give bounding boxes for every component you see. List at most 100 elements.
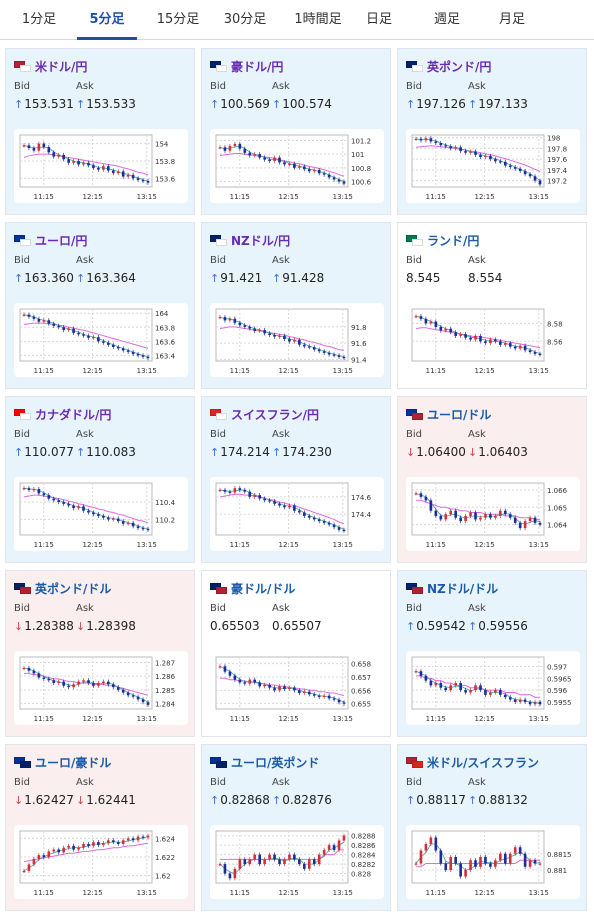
rate-card[interactable]: ユーロ/豪ドル Bid Ask ↓1.62427 ↓1.62441 1.624 1.622 1… bbox=[5, 744, 195, 911]
x-tick-label: 11:15 bbox=[426, 367, 446, 375]
ask-label: Ask bbox=[468, 255, 486, 266]
price-chart[interactable]: 0.8288 0.8286 0.8284 0.8282 0.828 11:15 12:15 1… bbox=[210, 825, 384, 899]
currency-pair-name[interactable]: 英ポンド/円 bbox=[427, 59, 492, 74]
rate-card[interactable]: ランド/円 Bid Ask 8.545 8.554 8.58 8.56 11:15 12:15 1… bbox=[397, 222, 587, 389]
candle-body bbox=[92, 683, 95, 686]
x-tick-label: 12:15 bbox=[279, 715, 299, 723]
chart-frame bbox=[215, 134, 349, 188]
candle-body bbox=[288, 505, 291, 508]
price-chart[interactable]: 154 153.8 153.6 11:15 12:15 13:15 bbox=[14, 129, 188, 203]
rate-card[interactable]: ユーロ/ドル Bid Ask ↓1.06400 ↓1.06403 1.066 1.065 1.… bbox=[397, 396, 587, 563]
price-chart[interactable]: 198 197.8 197.6 197.4 197.2 11:15 12:15 13:15 bbox=[406, 129, 580, 203]
tab-週足[interactable]: 週足 bbox=[433, 12, 460, 27]
currency-pair-name[interactable]: ユーロ/ドル bbox=[427, 407, 492, 422]
y-tick-label: 163.8 bbox=[155, 324, 175, 332]
currency-pair-name[interactable]: スイスフラン/円 bbox=[231, 407, 320, 422]
rate-card[interactable]: ユーロ/英ポンド Bid Ask ↑0.82868 ↑0.82876 0.8288 0.82… bbox=[201, 744, 391, 911]
tab-日足[interactable]: 日足 bbox=[365, 12, 392, 27]
rate-card[interactable]: スイスフラン/円 Bid Ask ↑174.214 ↑174.230 174.6 174.4… bbox=[201, 396, 391, 563]
candle-body bbox=[288, 163, 291, 165]
x-tick-label: 11:15 bbox=[426, 889, 446, 897]
chart-frame bbox=[215, 656, 349, 710]
candle-body bbox=[419, 850, 423, 864]
rate-card[interactable]: 豪ドル/円 Bid Ask ↑100.569 ↑100.574 101.2 101 100.8… bbox=[201, 48, 391, 215]
price-chart[interactable]: 110.4 110.2 11:15 12:15 13:15 bbox=[14, 477, 188, 551]
up-arrow-icon: ↑ bbox=[468, 794, 478, 807]
candle-body bbox=[523, 853, 527, 867]
rate-card[interactable]: ユーロ/円 Bid Ask ↑163.360 ↑163.364 164 163.8 163.6… bbox=[5, 222, 195, 389]
tab-30分足[interactable]: 30分足 bbox=[223, 12, 267, 27]
bid-value-text: 197.126 bbox=[416, 97, 466, 111]
price-chart[interactable]: 0.658 0.657 0.656 0.655 11:15 12:15 13:15 bbox=[210, 651, 384, 725]
price-chart[interactable]: 164 163.8 163.6 163.4 11:15 12:15 13:15 bbox=[14, 303, 188, 377]
rate-card[interactable]: カナダドル/円 Bid Ask ↑110.077 ↑110.083 110.4 110.2 1… bbox=[5, 396, 195, 563]
tab-15分足[interactable]: 15分足 bbox=[156, 12, 200, 27]
ask-value: ↑197.133 bbox=[468, 97, 528, 111]
currency-pair-name[interactable]: ユーロ/英ポンド bbox=[231, 755, 320, 770]
chart-frame bbox=[215, 308, 349, 362]
candle-body bbox=[449, 857, 453, 870]
short-moving-average-line bbox=[23, 145, 149, 182]
candle-body bbox=[62, 327, 65, 331]
price-chart[interactable]: 0.597 0.5965 0.596 0.5955 11:15 12:15 13:15 bbox=[406, 651, 580, 725]
rate-card[interactable]: 英ポンド/ドル Bid Ask ↓1.28388 ↓1.28398 1.287 1.286 1… bbox=[5, 570, 195, 737]
currency-pair-name[interactable]: 英ポンド/ドル bbox=[35, 581, 112, 596]
rate-card[interactable]: 英ポンド/円 Bid Ask ↑197.126 ↑197.133 198 197.8 197.… bbox=[397, 48, 587, 215]
currency-pair-name[interactable]: 米ドル/円 bbox=[35, 59, 88, 74]
tab-5分足[interactable]: 5分足 bbox=[77, 0, 137, 40]
candle-body bbox=[464, 515, 467, 522]
ask-value: ↓1.28398 bbox=[76, 619, 136, 633]
currency-pair-name[interactable]: NZドル/円 bbox=[231, 233, 291, 248]
currency-pair-name[interactable]: 米ドル/スイスフラン bbox=[427, 755, 540, 770]
rate-card[interactable]: NZドル/円 Bid Ask ↑91.421 ↑91.428 91.8 91.6 91.4 11… bbox=[201, 222, 391, 389]
candle-body bbox=[533, 860, 537, 864]
candle-body bbox=[233, 488, 237, 493]
currency-pair-name[interactable]: 豪ドル/ドル bbox=[231, 581, 296, 596]
price-chart[interactable]: 101.2 101 100.8 100.6 11:15 12:15 13:15 bbox=[210, 129, 384, 203]
candle-body bbox=[474, 685, 477, 691]
bid-value-text: 8.545 bbox=[406, 271, 441, 285]
candle-body bbox=[116, 842, 120, 844]
candle-body bbox=[243, 148, 247, 153]
rate-card[interactable]: 米ドル/スイスフラン Bid Ask ↑0.88117 ↑0.88132 0.8815 0.… bbox=[397, 744, 587, 911]
candle-body bbox=[107, 342, 110, 345]
currency-pair-name[interactable]: NZドル/ドル bbox=[427, 581, 499, 596]
down-arrow-icon: ↓ bbox=[468, 446, 478, 459]
price-chart[interactable]: 1.287 1.286 1.285 1.284 11:15 12:15 13:15 bbox=[14, 651, 188, 725]
tab-月足[interactable]: 月足 bbox=[498, 12, 525, 27]
currency-pair-name[interactable]: ランド/円 bbox=[427, 233, 480, 248]
candle-body bbox=[322, 173, 326, 175]
tab-1分足[interactable]: 1分足 bbox=[21, 12, 57, 27]
bid-value: ↑163.360 bbox=[14, 271, 74, 285]
rate-card[interactable]: 豪ドル/ドル Bid Ask 0.65503 0.65507 0.658 0.657 0.65… bbox=[201, 570, 391, 737]
price-chart[interactable]: 8.58 8.56 11:15 12:15 13:15 bbox=[406, 303, 580, 377]
y-tick-label: 1.286 bbox=[155, 673, 176, 681]
price-chart[interactable]: 1.624 1.622 1.62 11:15 12:15 13:15 bbox=[14, 825, 188, 899]
candle-body bbox=[131, 351, 135, 354]
candle-body bbox=[434, 141, 438, 144]
up-arrow-icon: ↑ bbox=[210, 794, 220, 807]
candle-body bbox=[317, 695, 321, 697]
candle-body bbox=[92, 512, 95, 515]
price-chart[interactable]: 91.8 91.6 91.4 11:15 12:15 13:15 bbox=[210, 303, 384, 377]
candle-body bbox=[27, 667, 31, 671]
candle-body bbox=[528, 174, 532, 177]
candle-body bbox=[508, 514, 512, 518]
y-tick-label: 197.4 bbox=[547, 167, 568, 175]
timeframe-tabs: 1分足 5分足 15分足 30分足 1時間足 日足 週足 月足 bbox=[0, 0, 594, 40]
candle-body bbox=[121, 840, 125, 844]
price-chart[interactable]: 1.066 1.065 1.064 11:15 12:15 13:15 bbox=[406, 477, 580, 551]
y-tick-label: 110.2 bbox=[155, 516, 175, 524]
currency-pair-name[interactable]: ユーロ/円 bbox=[35, 233, 88, 248]
rate-card[interactable]: NZドル/ドル Bid Ask ↑0.59542 ↑0.59556 0.597 0.5965… bbox=[397, 570, 587, 737]
tab-1時間足[interactable]: 1時間足 bbox=[294, 12, 342, 27]
ask-label: Ask bbox=[76, 255, 94, 266]
candle-body bbox=[268, 500, 271, 502]
rate-card[interactable]: 米ドル/円 Bid Ask ↑153.531 ↑153.533 154 153.8 153.6… bbox=[5, 48, 195, 215]
currency-pair-name[interactable]: ユーロ/豪ドル bbox=[35, 755, 112, 770]
candle-body bbox=[27, 314, 31, 317]
currency-pair-name[interactable]: 豪ドル/円 bbox=[231, 59, 284, 74]
price-chart[interactable]: 174.6 174.4 11:15 12:15 13:15 bbox=[210, 477, 384, 551]
currency-pair-name[interactable]: カナダドル/円 bbox=[35, 407, 112, 422]
price-chart[interactable]: 0.8815 0.881 11:15 12:15 13:15 bbox=[406, 825, 580, 899]
